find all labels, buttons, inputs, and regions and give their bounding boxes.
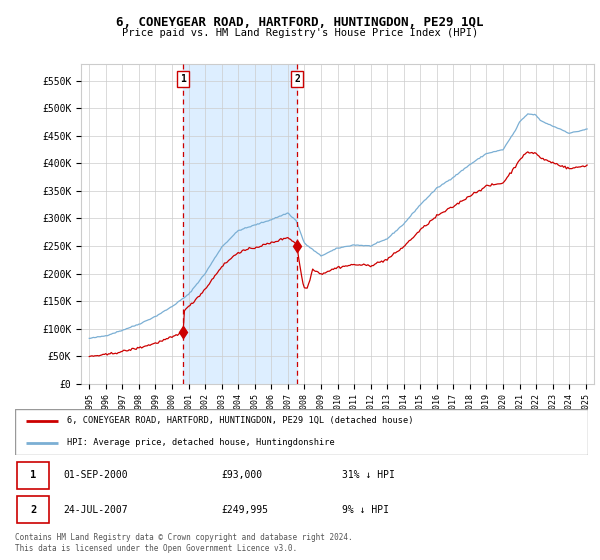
- Text: 01-SEP-2000: 01-SEP-2000: [64, 470, 128, 480]
- FancyBboxPatch shape: [15, 409, 588, 455]
- Text: 2: 2: [294, 74, 300, 84]
- Text: 9% ↓ HPI: 9% ↓ HPI: [341, 505, 389, 515]
- Text: Price paid vs. HM Land Registry's House Price Index (HPI): Price paid vs. HM Land Registry's House …: [122, 28, 478, 38]
- Text: 24-JUL-2007: 24-JUL-2007: [64, 505, 128, 515]
- Text: £249,995: £249,995: [221, 505, 268, 515]
- Text: £93,000: £93,000: [221, 470, 262, 480]
- FancyBboxPatch shape: [17, 462, 49, 488]
- Bar: [183, 64, 297, 384]
- Text: 31% ↓ HPI: 31% ↓ HPI: [341, 470, 394, 480]
- FancyBboxPatch shape: [17, 496, 49, 523]
- Text: 1: 1: [30, 470, 36, 480]
- Text: Contains HM Land Registry data © Crown copyright and database right 2024.
This d: Contains HM Land Registry data © Crown c…: [15, 533, 353, 553]
- Text: 6, CONEYGEAR ROAD, HARTFORD, HUNTINGDON, PE29 1QL (detached house): 6, CONEYGEAR ROAD, HARTFORD, HUNTINGDON,…: [67, 416, 413, 425]
- Text: 2: 2: [30, 505, 36, 515]
- Text: 1: 1: [180, 74, 186, 84]
- Text: 6, CONEYGEAR ROAD, HARTFORD, HUNTINGDON, PE29 1QL: 6, CONEYGEAR ROAD, HARTFORD, HUNTINGDON,…: [116, 16, 484, 29]
- Text: HPI: Average price, detached house, Huntingdonshire: HPI: Average price, detached house, Hunt…: [67, 438, 334, 447]
